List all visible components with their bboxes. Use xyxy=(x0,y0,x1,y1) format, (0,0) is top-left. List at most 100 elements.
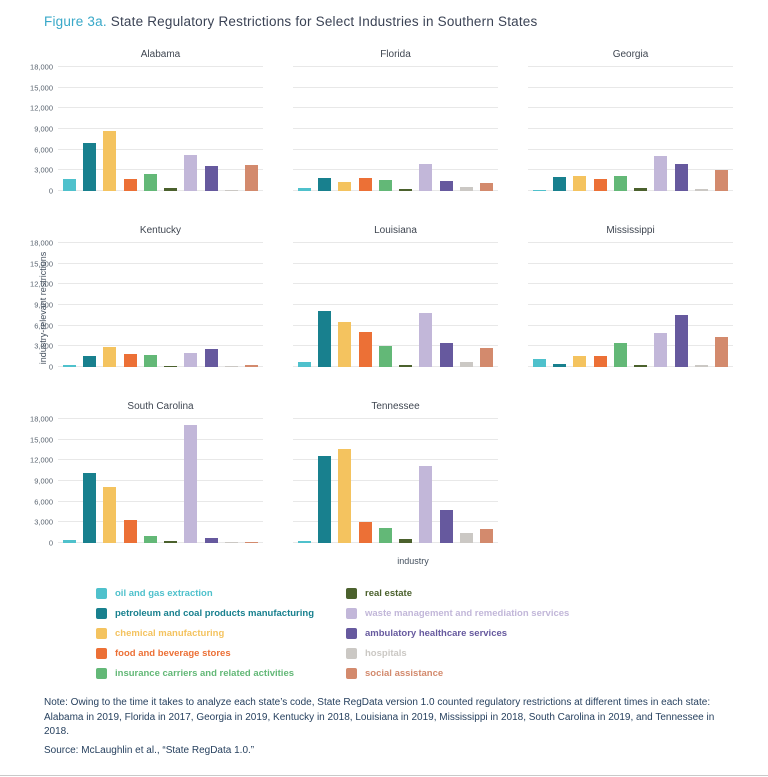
y-tick-label: 15,000 xyxy=(30,435,53,445)
bar-food-and-beverage-stores xyxy=(358,331,372,367)
legend-item-chemical-manufacturing: chemical manufacturing xyxy=(96,628,346,639)
bar-oil-and-gas-extraction xyxy=(63,364,76,367)
legend-swatch xyxy=(96,608,107,619)
legend-column: real estate waste management and remediat… xyxy=(346,588,569,679)
bar-oil-and-gas-extraction xyxy=(63,178,76,191)
bar-hospitals xyxy=(694,188,708,191)
bar-group xyxy=(293,67,498,191)
bar-petroleum-and-coal-products-manufacturing xyxy=(318,456,332,543)
y-tick-label: 0 xyxy=(48,186,53,196)
bar-insurance-carriers-and-related-activities xyxy=(378,527,392,543)
gridline xyxy=(528,262,733,264)
y-tick-label: 3,000 xyxy=(34,341,53,351)
gridline xyxy=(58,107,263,109)
legend-swatch xyxy=(346,608,357,619)
legend-swatch xyxy=(96,628,107,639)
gridline xyxy=(528,148,733,150)
y-tick-label: 12,000 xyxy=(30,279,53,289)
note-text: Note: Owing to the time it takes to anal… xyxy=(44,697,715,737)
bar-food-and-beverage-stores xyxy=(123,353,137,367)
bar-oil-and-gas-extraction xyxy=(533,358,546,367)
gridline xyxy=(58,262,263,264)
bar-ambulatory-healthcare-services xyxy=(204,165,218,191)
y-tick-label: 18,000 xyxy=(30,62,53,72)
gridline xyxy=(293,169,498,171)
gridline xyxy=(293,366,498,367)
bar-petroleum-and-coal-products-manufacturing xyxy=(83,143,97,191)
legend-label: waste management and remediation service… xyxy=(365,608,570,619)
gridline xyxy=(58,521,263,523)
gridline xyxy=(293,128,498,129)
bar-group xyxy=(528,243,733,367)
bar-hospitals xyxy=(459,361,473,367)
gridline xyxy=(528,324,733,326)
gridline xyxy=(58,480,263,481)
y-tick-label: 0 xyxy=(48,362,53,372)
figure-notes: Note: Owing to the time it takes to anal… xyxy=(44,696,736,758)
gridline xyxy=(528,86,733,88)
gridline xyxy=(293,542,498,543)
gridline xyxy=(58,283,263,285)
panel-mississippi: Mississippi xyxy=(528,225,733,367)
y-tick-label: 18,000 xyxy=(30,414,53,424)
bar-group xyxy=(58,419,263,543)
legend-label: social assistance xyxy=(365,668,444,679)
bar-ambulatory-healthcare-services xyxy=(204,349,218,367)
legend-item-hospitals: hospitals xyxy=(346,648,569,659)
panel-florida: Florida xyxy=(293,49,498,191)
legend-item-real-estate: real estate xyxy=(346,588,569,599)
bar-chemical-manufacturing xyxy=(573,355,587,367)
x-axis-label: industry xyxy=(397,556,429,566)
panel-title: Alabama xyxy=(140,49,181,60)
gridline xyxy=(58,304,263,305)
bar-real-estate xyxy=(164,540,178,543)
gridline xyxy=(293,438,498,440)
bar-insurance-carriers-and-related-activities xyxy=(613,343,627,367)
plot-area: 0 3,000 6,000 9,000 12,000 15,000 18,000 xyxy=(30,415,263,548)
plot-area xyxy=(293,418,498,543)
bar-real-estate xyxy=(634,187,648,191)
bar-petroleum-and-coal-products-manufacturing xyxy=(83,472,97,543)
bar-waste-management-and-remediation-services xyxy=(419,312,433,367)
bar-real-estate xyxy=(164,187,178,191)
gridline xyxy=(293,86,498,88)
bar-chemical-manufacturing xyxy=(103,486,117,543)
bar-petroleum-and-coal-products-manufacturing xyxy=(318,311,332,367)
panel-title: Tennessee xyxy=(371,401,420,412)
bar-waste-management-and-remediation-services xyxy=(184,155,198,191)
y-tick-label: 6,000 xyxy=(34,145,53,155)
bar-oil-and-gas-extraction xyxy=(298,540,311,543)
legend-swatch xyxy=(96,668,107,679)
panel-louisiana: Louisiana xyxy=(293,225,498,367)
y-tick-label: 15,000 xyxy=(30,259,53,269)
bar-ambulatory-healthcare-services xyxy=(674,164,688,191)
legend-label: petroleum and coal products manufacturin… xyxy=(115,608,314,619)
bar-group xyxy=(58,243,263,367)
gridline xyxy=(293,500,498,502)
panels-grid: Alabama 0 3,000 6,000 9,000 12,000 15,000 18,00… xyxy=(0,49,768,548)
gridline xyxy=(58,169,263,171)
y-tick-label: 6,000 xyxy=(34,497,53,507)
bar-ambulatory-healthcare-services xyxy=(439,343,453,367)
bar-waste-management-and-remediation-services xyxy=(654,155,668,191)
gridline xyxy=(58,86,263,88)
y-tick-label: 9,000 xyxy=(34,300,53,310)
gridline xyxy=(528,242,733,243)
gridline xyxy=(293,304,498,305)
gridline xyxy=(58,345,263,347)
gridline xyxy=(528,66,733,67)
panel-title: South Carolina xyxy=(127,401,194,412)
gridline xyxy=(58,66,263,67)
source-text: Source: McLaughlin et al., “State RegDat… xyxy=(44,744,255,756)
gridline xyxy=(58,542,263,543)
gridline xyxy=(528,366,733,367)
plot-area xyxy=(293,242,498,367)
gridline xyxy=(58,148,263,150)
bar-chemical-manufacturing xyxy=(338,181,352,191)
bar-real-estate xyxy=(399,365,413,367)
legend-swatch xyxy=(346,648,357,659)
bar-insurance-carriers-and-related-activities xyxy=(613,175,627,191)
bar-social-assistance xyxy=(479,348,493,367)
legend-swatch xyxy=(96,588,107,599)
bar-petroleum-and-coal-products-manufacturing xyxy=(318,177,332,191)
